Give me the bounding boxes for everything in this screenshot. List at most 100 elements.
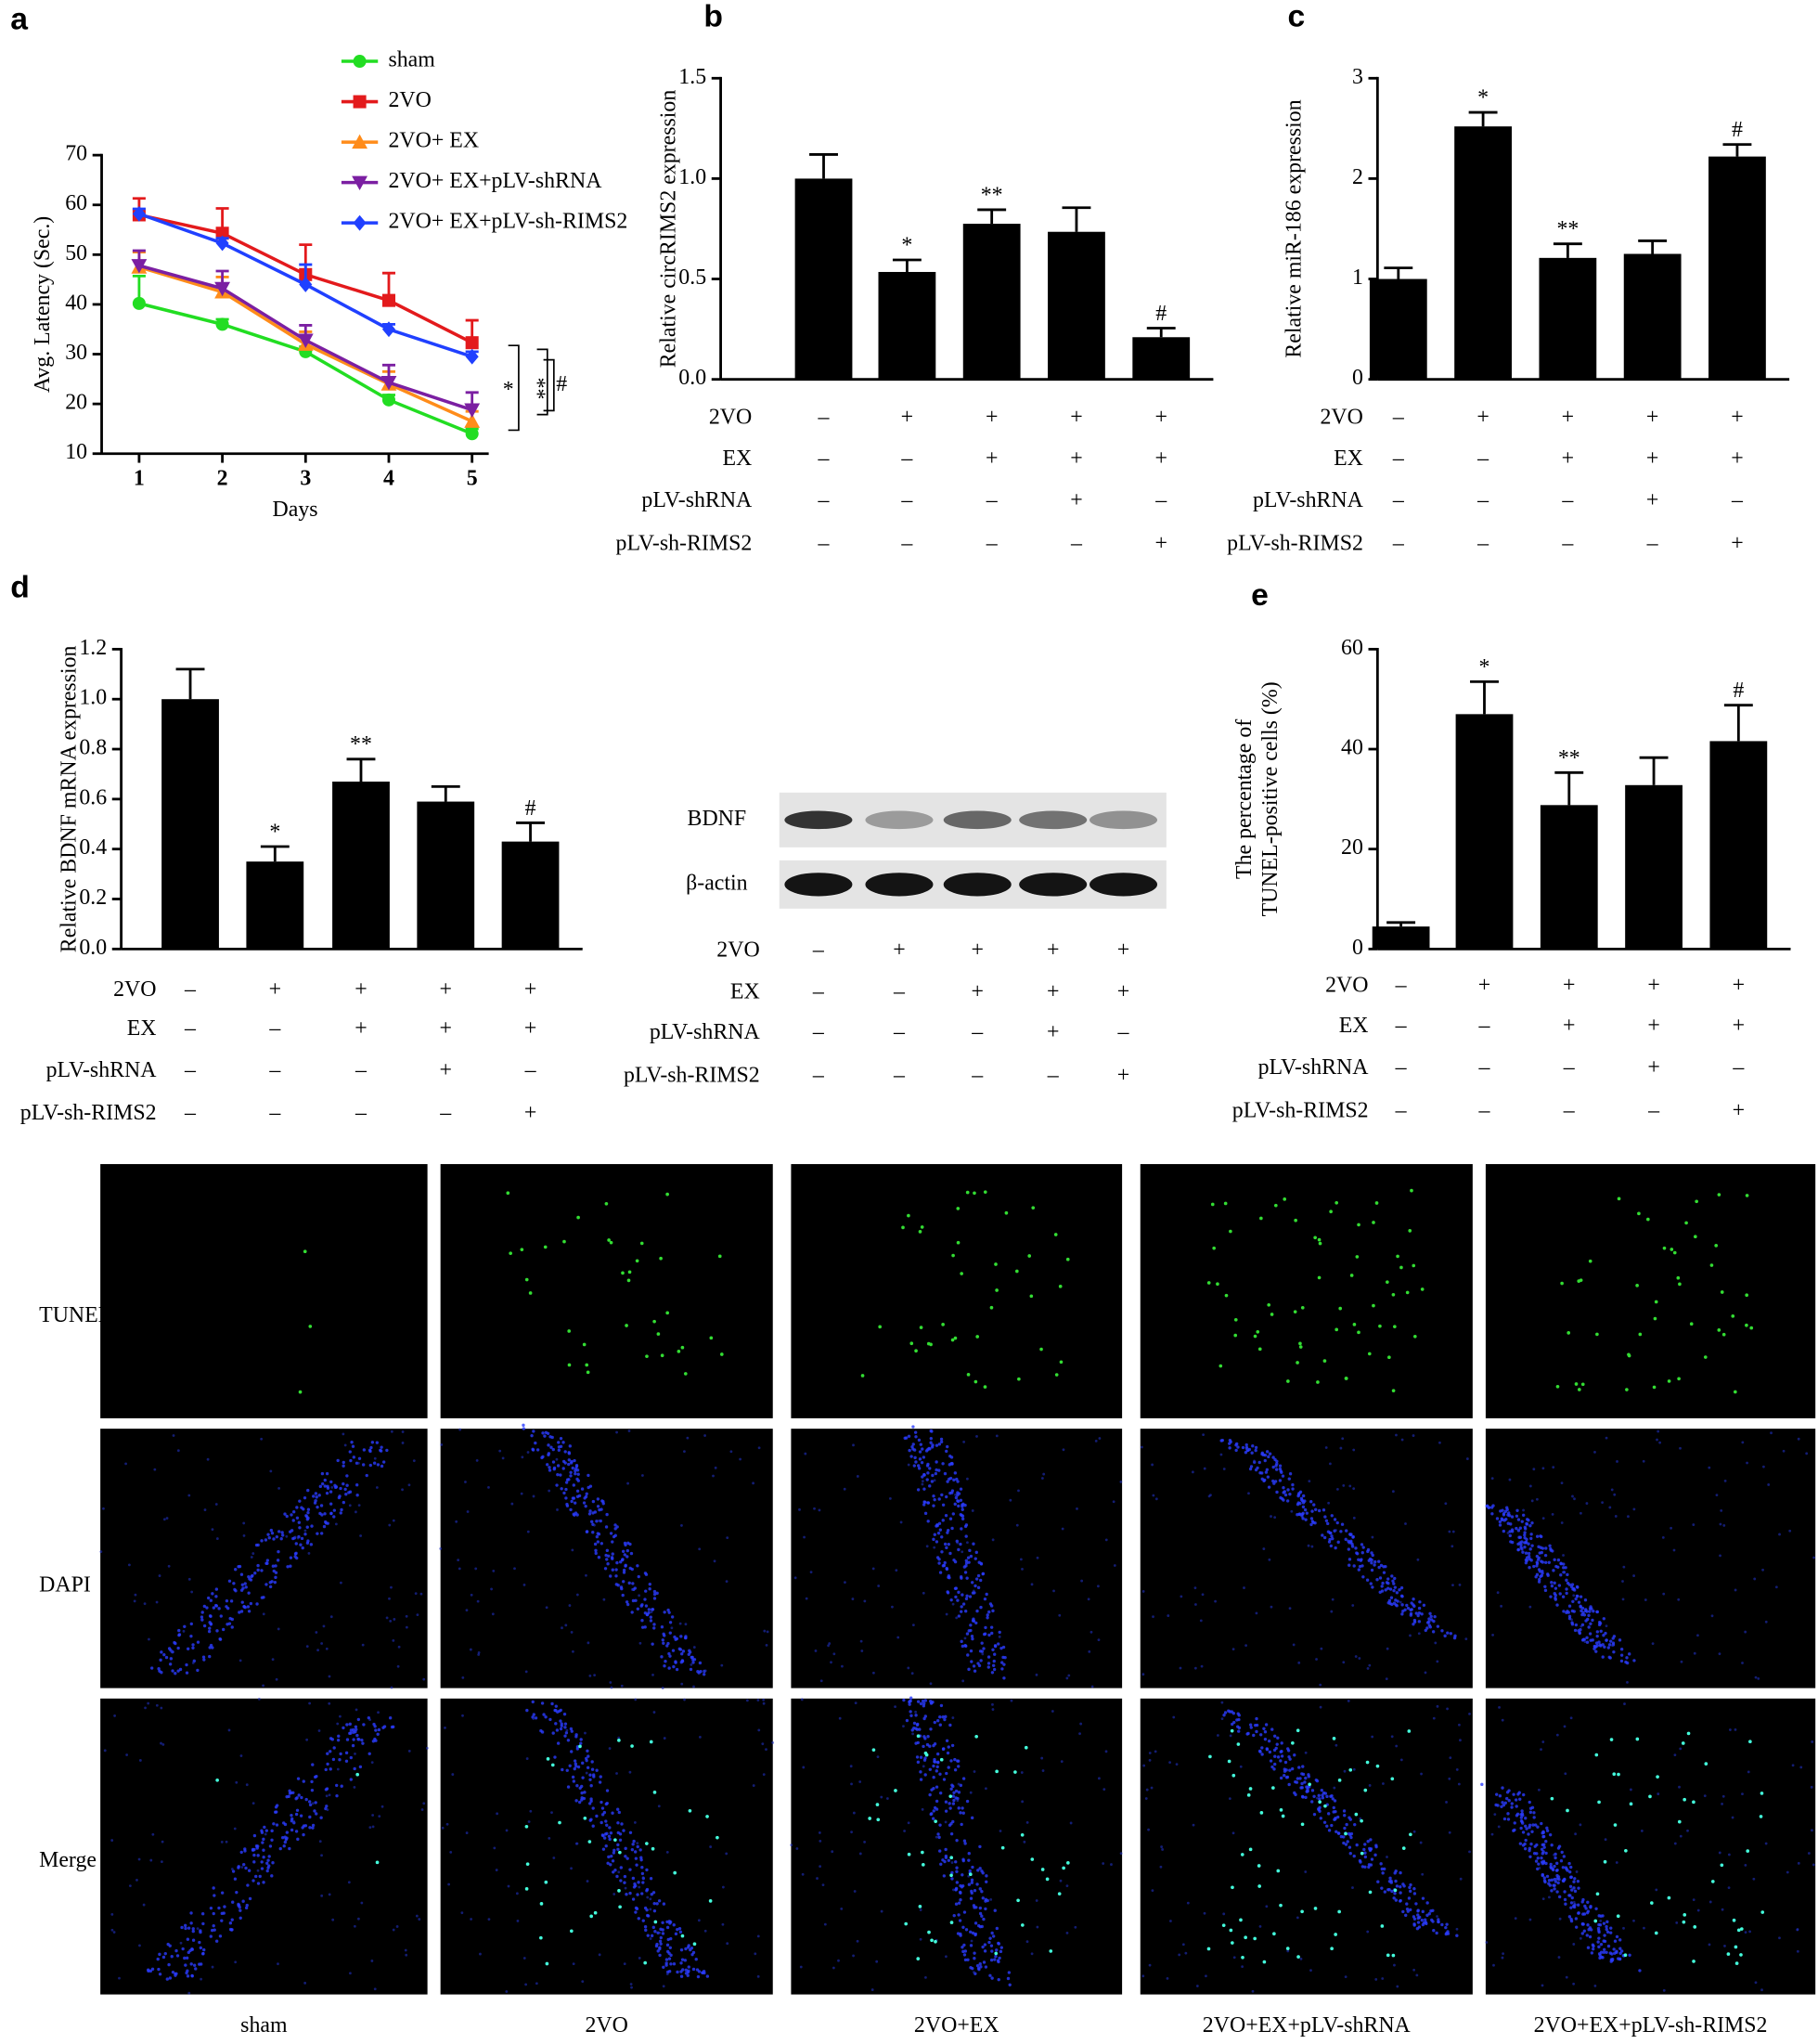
nucleus	[945, 1820, 948, 1823]
nucleus	[257, 1882, 260, 1884]
nucleus	[210, 1644, 213, 1647]
nucleus	[345, 1474, 348, 1477]
tunel-dot	[1760, 1910, 1764, 1914]
tunel-dot	[1039, 1348, 1043, 1352]
tunel-dot	[1316, 1380, 1320, 1384]
nucleus	[1544, 1561, 1547, 1564]
nucleus	[917, 1464, 920, 1467]
nucleus	[638, 1575, 640, 1578]
nucleus	[932, 1494, 935, 1497]
nucleus	[908, 1702, 910, 1705]
nucleus	[1152, 1889, 1154, 1892]
y-tick-label: 1.0	[678, 165, 706, 189]
nucleus	[969, 1595, 972, 1598]
nucleus	[972, 1618, 974, 1621]
nucleus	[187, 1992, 190, 1995]
nucleus	[1351, 1535, 1354, 1538]
nucleus	[1692, 1523, 1695, 1526]
nucleus	[1554, 1880, 1557, 1882]
nucleus	[699, 1736, 702, 1739]
nucleus	[950, 1527, 953, 1530]
nucleus	[762, 1699, 765, 1701]
nucleus	[1391, 1735, 1394, 1738]
nucleus	[1570, 1876, 1573, 1879]
nucleus	[1412, 1887, 1415, 1890]
nucleus	[1559, 1592, 1562, 1595]
nucleus	[923, 1759, 926, 1762]
nucleus	[651, 1611, 653, 1613]
condition-name: EX	[722, 446, 752, 471]
nucleus	[622, 1594, 625, 1597]
nucleus	[241, 1900, 244, 1903]
nucleus	[574, 1733, 577, 1736]
nucleus	[987, 1941, 990, 1944]
nucleus	[1579, 1937, 1582, 1940]
nucleus	[574, 1759, 576, 1762]
nucleus	[1621, 1580, 1624, 1583]
nucleus	[280, 1531, 283, 1533]
nucleus	[552, 1856, 555, 1859]
nucleus	[352, 1445, 355, 1448]
nucleus	[506, 1830, 509, 1832]
condition-sign: +	[1733, 1014, 1745, 1038]
nucleus	[1253, 1459, 1256, 1462]
nucleus	[581, 1980, 584, 1983]
nucleus	[221, 1841, 224, 1843]
nucleus	[229, 1921, 232, 1924]
nucleus	[1076, 1507, 1078, 1510]
nucleus	[1418, 1607, 1421, 1610]
nucleus	[271, 1861, 274, 1864]
nucleus	[185, 1663, 187, 1666]
nucleus	[605, 1803, 608, 1805]
nucleus	[1151, 1464, 1154, 1467]
nucleus	[253, 1834, 256, 1837]
nucleus	[587, 1880, 589, 1882]
legend-label: sham	[388, 48, 435, 72]
nucleus	[652, 1926, 655, 1929]
nucleus	[246, 1783, 249, 1786]
tunel-dot	[1282, 1815, 1285, 1818]
nucleus	[1811, 1786, 1813, 1789]
nucleus	[1362, 1848, 1365, 1851]
nucleus	[959, 1543, 961, 1546]
nucleus	[355, 1728, 357, 1731]
nucleus	[1079, 1723, 1082, 1726]
nucleus	[376, 1442, 379, 1444]
nucleus	[679, 1648, 682, 1650]
nucleus	[1382, 1782, 1385, 1785]
nucleus	[1530, 1831, 1533, 1833]
nucleus	[615, 1772, 618, 1775]
nucleus	[366, 1474, 368, 1477]
nucleus	[987, 1634, 990, 1636]
nucleus	[496, 1869, 498, 1871]
nucleus	[245, 1585, 248, 1588]
nucleus	[458, 1567, 461, 1570]
nucleus	[1532, 1816, 1535, 1818]
nucleus	[1146, 1789, 1149, 1792]
nucleus	[1620, 1648, 1623, 1650]
nucleus	[1348, 1484, 1351, 1487]
nucleus	[1269, 1453, 1271, 1455]
nucleus	[1300, 1772, 1303, 1775]
nucleus	[1270, 1606, 1273, 1609]
nucleus	[595, 1552, 598, 1555]
nucleus	[987, 1662, 990, 1664]
nucleus	[1541, 1574, 1543, 1577]
nucleus	[680, 1948, 683, 1951]
nucleus	[372, 1723, 375, 1726]
nucleus	[247, 1605, 250, 1608]
nucleus	[1390, 1574, 1393, 1577]
nucleus	[1251, 1444, 1254, 1447]
panel-label: b	[703, 0, 723, 34]
nucleus	[303, 1533, 306, 1535]
nucleus	[625, 1856, 628, 1859]
nucleus	[1184, 1952, 1187, 1955]
nucleus	[832, 1652, 835, 1655]
nucleus	[963, 1910, 966, 1913]
nucleus	[990, 1632, 993, 1635]
nucleus	[335, 1794, 338, 1797]
nucleus	[253, 1572, 256, 1574]
nucleus	[1352, 1449, 1355, 1452]
nucleus	[954, 1860, 957, 1863]
nucleus	[1529, 1533, 1532, 1535]
